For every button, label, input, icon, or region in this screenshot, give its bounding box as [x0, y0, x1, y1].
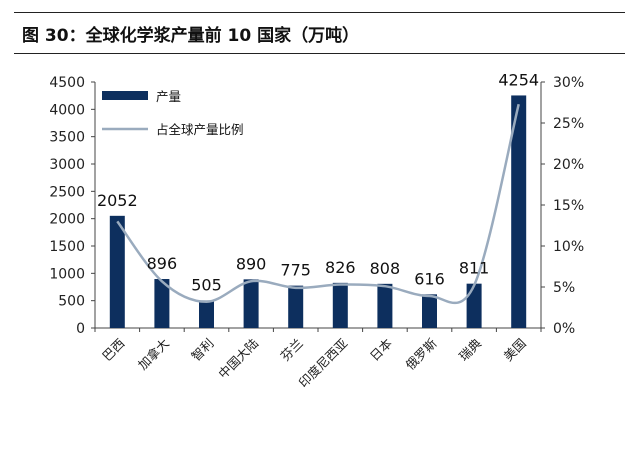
y-left-tick-label: 0: [76, 321, 85, 337]
y-right-tick-label: 30%: [553, 75, 584, 91]
y-right-tick-label: 5%: [553, 280, 575, 296]
bar: [377, 283, 393, 328]
x-tick-label: 美国: [501, 336, 529, 364]
data-label: 890: [236, 254, 267, 273]
y-left-tick-label: 500: [58, 294, 85, 310]
x-tick-label: 印度尼西亚: [296, 336, 351, 391]
x-tick-label: 瑞典: [456, 336, 484, 364]
y-left-tick-label: 3000: [49, 157, 85, 173]
data-labels: 2052 896 505 890 775 826 808 616 811 4254: [97, 70, 539, 294]
data-label: 826: [325, 258, 356, 277]
x-tick-label: 俄罗斯: [402, 336, 439, 373]
chart-axes: 0 500 1000 1500 2000 2500 3000 3500 4000 4500 0% 5%…: [49, 75, 584, 390]
y-right-tick-label: 0%: [553, 321, 575, 337]
line-series: [116, 103, 520, 305]
data-label: 4254: [498, 70, 539, 89]
y-right-tick-label: 25%: [553, 116, 584, 132]
y-left-tick-label: 2500: [49, 184, 85, 200]
x-tick-label: 巴西: [99, 336, 127, 364]
y-left-tick-label: 2000: [49, 212, 85, 228]
legend-bar-swatch: [102, 91, 148, 100]
x-tick-label: 智利: [188, 336, 216, 364]
x-tick-label: 加拿大: [135, 336, 172, 373]
data-label: 2052: [97, 191, 138, 210]
bar: [199, 300, 214, 328]
bar: [422, 294, 437, 328]
data-label: 616: [414, 269, 445, 288]
bar: [243, 279, 259, 328]
figure-title: 图 30：全球化学浆产量前 10 国家（万吨）: [22, 26, 360, 46]
data-label: 775: [280, 261, 311, 280]
data-label: 808: [370, 259, 401, 278]
line-path: [116, 103, 520, 305]
y-left-tick-label: 4500: [49, 75, 85, 91]
y-left-tick-label: 4000: [49, 102, 85, 118]
legend-label-line: 占全球产量比例: [156, 122, 244, 137]
y-right-tick-label: 10%: [553, 239, 584, 255]
x-tick-label: 芬兰: [278, 336, 306, 364]
bar: [154, 279, 170, 328]
bar: [332, 282, 348, 328]
y-left-tick-label: 1500: [49, 239, 85, 255]
x-tick-label: 中国大陆: [215, 336, 261, 382]
data-label: 811: [459, 259, 490, 278]
bar: [288, 285, 304, 328]
y-right-tick-label: 15%: [553, 198, 584, 214]
legend-label-bar: 产量: [156, 89, 181, 104]
y-left-tick-label: 1000: [49, 266, 85, 282]
data-label: 896: [147, 254, 178, 273]
bar: [109, 215, 125, 328]
y-left-tick-label: 3500: [49, 130, 85, 146]
bar: [466, 283, 482, 328]
data-label: 505: [191, 275, 222, 294]
bar: [511, 95, 527, 328]
x-tick-label: 日本: [367, 335, 396, 364]
y-right-tick-label: 20%: [553, 157, 584, 173]
bar-series: [109, 95, 527, 328]
figure-title-bar: 图 30：全球化学浆产量前 10 国家（万吨）: [14, 12, 625, 54]
